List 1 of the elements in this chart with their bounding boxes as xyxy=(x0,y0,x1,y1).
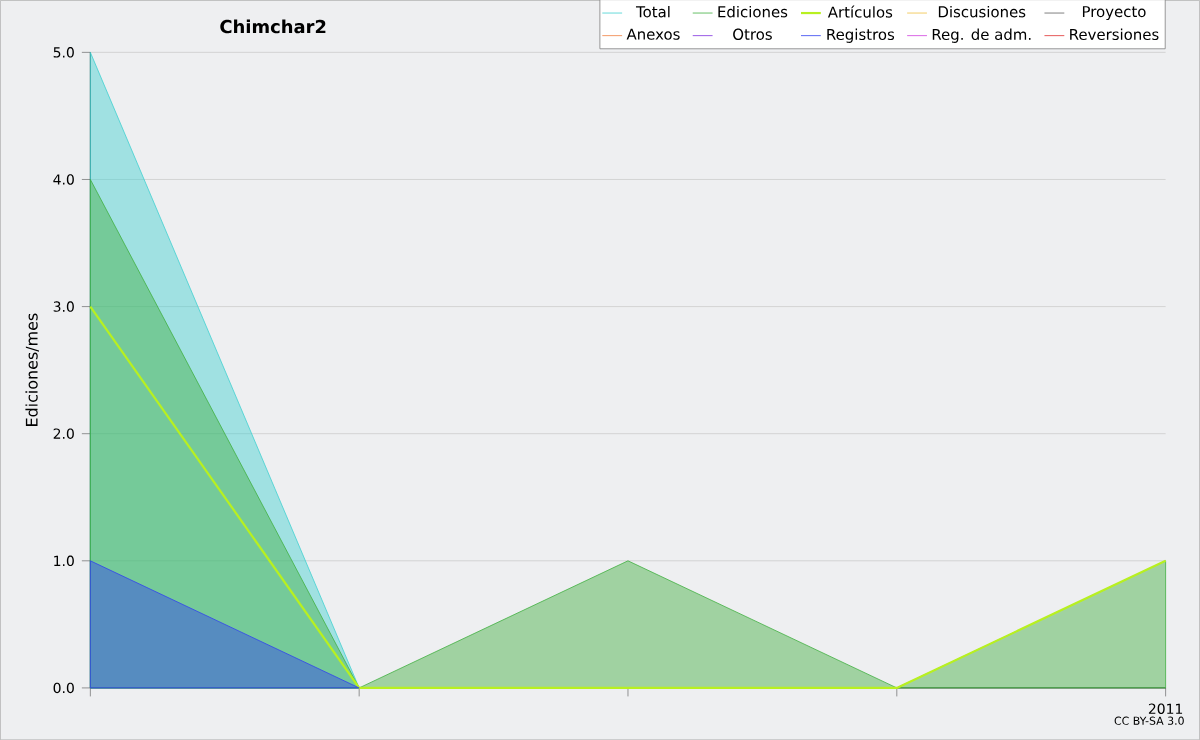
chart-title: Chimchar2 xyxy=(220,19,326,34)
